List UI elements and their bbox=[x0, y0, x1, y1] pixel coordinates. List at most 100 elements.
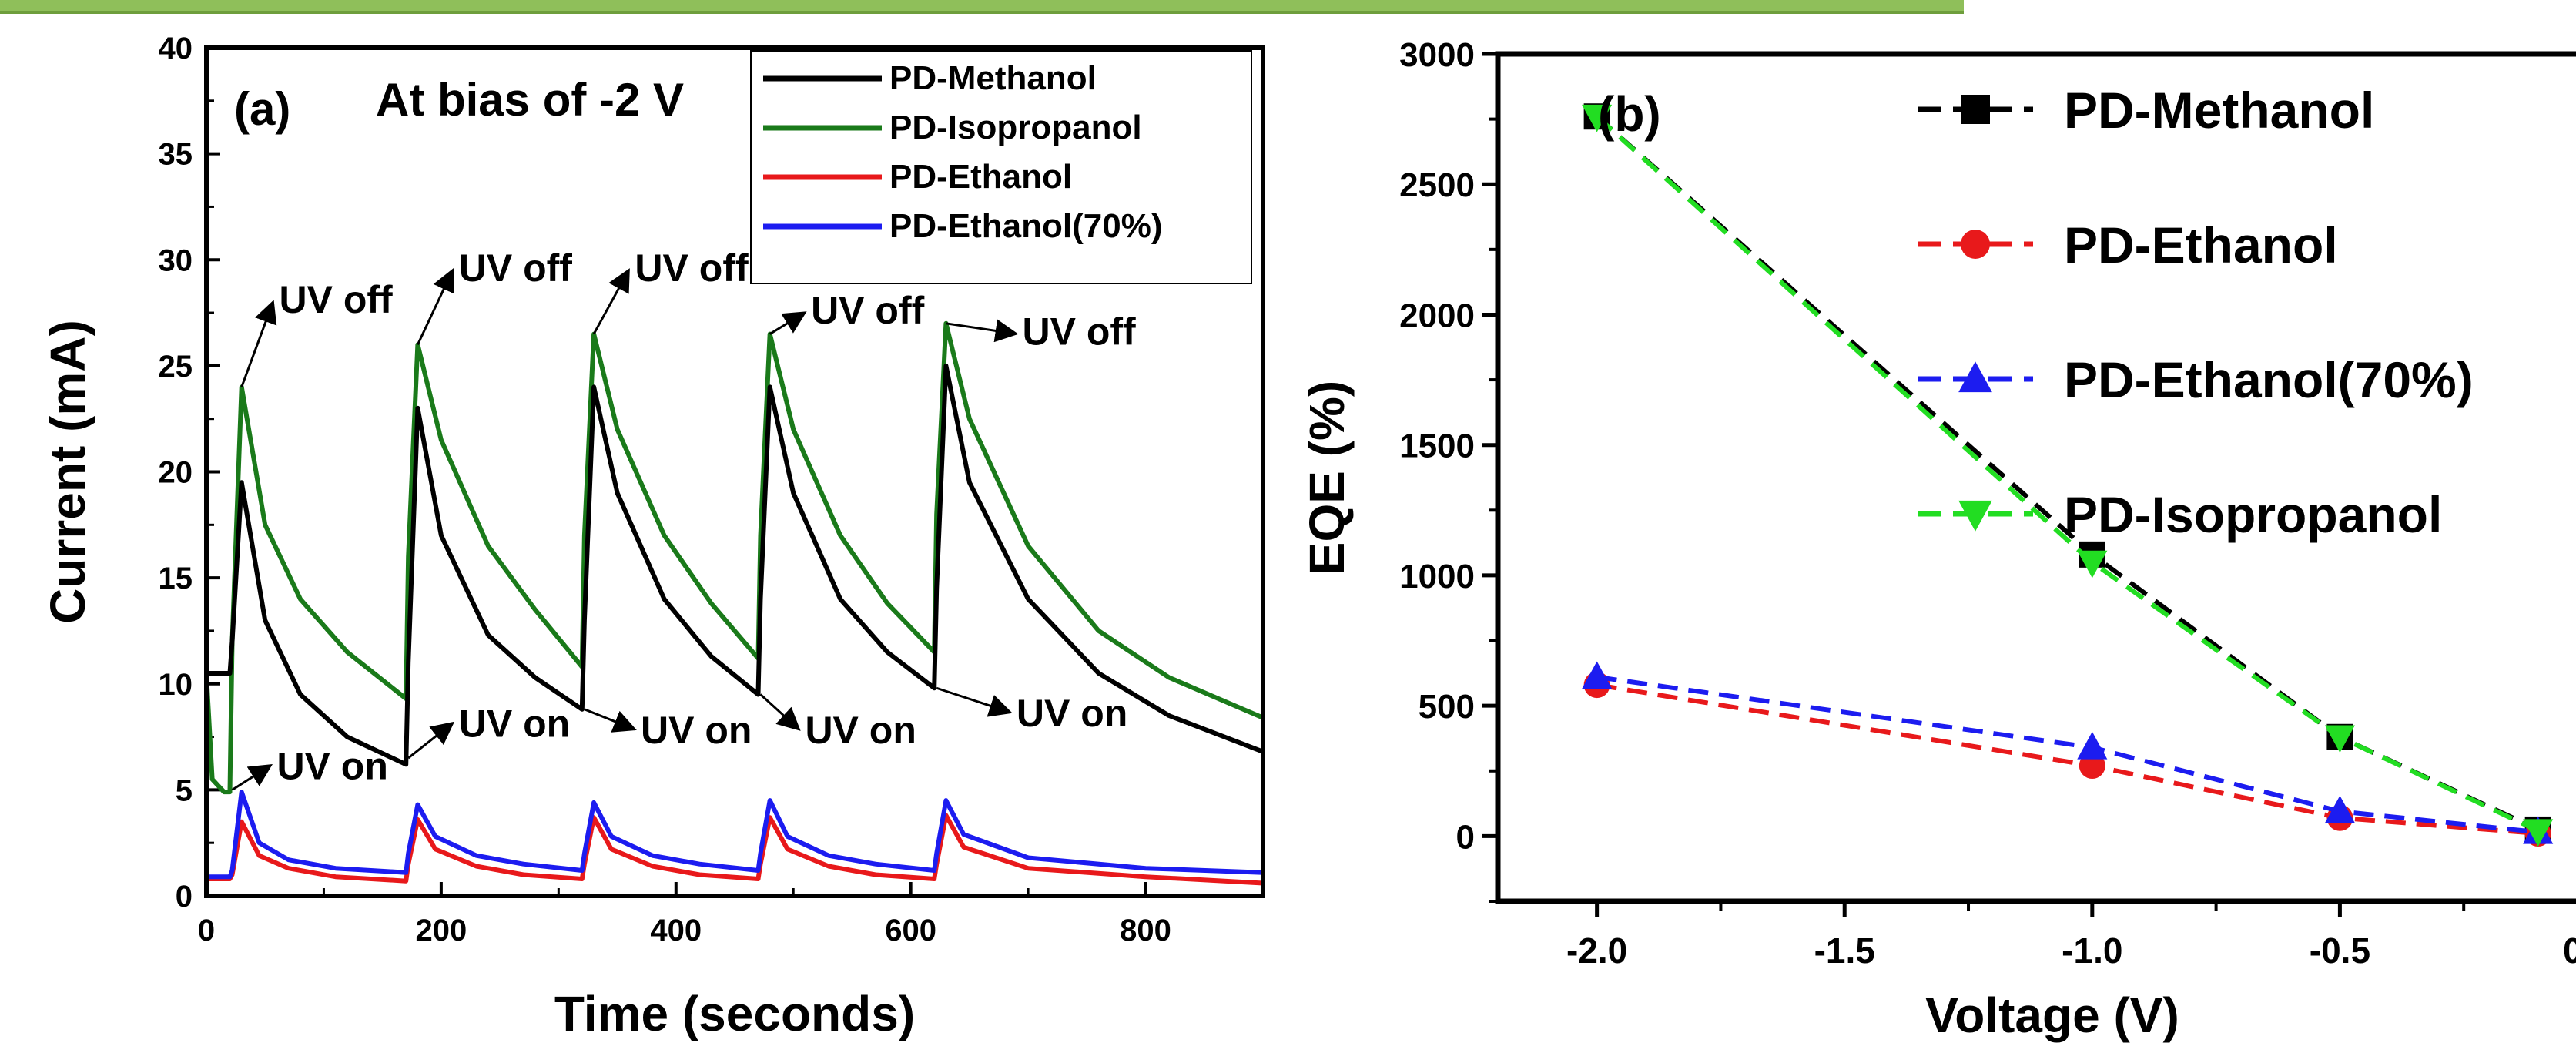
annotation-arrow bbox=[584, 708, 637, 733]
legend-label: PD-Ethanol(70%) bbox=[889, 207, 1162, 245]
data-point bbox=[2077, 550, 2108, 579]
uv-on-label: UV on bbox=[805, 709, 916, 752]
legend-label: PD-Isopropanol bbox=[889, 109, 1142, 146]
series-line bbox=[1596, 674, 2539, 835]
panel-b-y-tick-label: 1000 bbox=[1399, 558, 1475, 595]
panel-a-x-tick-label: 200 bbox=[416, 914, 467, 947]
panel-a-legend: PD-Methanol PD-Isopropanol PD-Ethanol PD-Et… bbox=[750, 50, 1252, 284]
panel-b-y-tick-label: 500 bbox=[1419, 688, 1475, 726]
legend-label: PD-Ethanol bbox=[889, 158, 1072, 196]
panel-b-label: (b) bbox=[1598, 86, 1661, 142]
chart-panel-b: -2.0 -1.5 -1.0 -0.5 0.0 0 500 1000 1500 2000 2500 3… bbox=[1299, 36, 2576, 1043]
series-line-pd-ethanol bbox=[206, 813, 1264, 886]
uv-off-label: UV off bbox=[459, 246, 573, 290]
series-pd-isopropanol bbox=[1582, 104, 2554, 847]
legend-label: PD-Methanol bbox=[889, 59, 1097, 97]
series-line bbox=[1595, 114, 2539, 832]
panel-a-series bbox=[204, 320, 1265, 886]
annotation-arrow bbox=[592, 268, 630, 335]
panel-b-series bbox=[1582, 103, 2554, 847]
panel-b-y-tick-label: 0 bbox=[1456, 818, 1475, 856]
panel-a-x-axis-title: Time (seconds) bbox=[554, 986, 915, 1041]
data-point bbox=[1958, 361, 1992, 393]
panel-a-y-tick-label: 30 bbox=[159, 243, 193, 277]
legend-entry: PD-Methanol bbox=[1918, 82, 2374, 139]
data-point bbox=[2077, 731, 2108, 760]
data-point bbox=[2324, 795, 2355, 823]
panel-b-x-axis-title: Voltage (V) bbox=[1925, 988, 2179, 1043]
data-point bbox=[2523, 819, 2554, 847]
panel-b-x-tick-label: 0.0 bbox=[2563, 931, 2576, 971]
data-point bbox=[1961, 230, 1990, 259]
panel-a-annotations: UV off UV off UV off UV off UV off UV on UV on… bbox=[231, 246, 1136, 791]
panel-a-y-axis-title: Current (mA) bbox=[40, 320, 95, 624]
panel-a-y-tick-label: 40 bbox=[159, 32, 193, 65]
series-pd-methanol bbox=[1583, 103, 2551, 843]
panel-a-y-tick-label: 20 bbox=[159, 456, 193, 490]
annotation-arrow bbox=[407, 721, 455, 760]
panel-a-y-tick-label: 10 bbox=[159, 668, 193, 702]
legend-label: PD-Ethanol bbox=[2064, 216, 2338, 273]
bias-annotation: At bias of -2 V bbox=[376, 74, 684, 126]
panel-b-y-tick-label: 3000 bbox=[1399, 36, 1475, 74]
top-banner bbox=[0, 0, 1964, 14]
data-point bbox=[1961, 95, 1990, 124]
panel-a-y-tick-label: 35 bbox=[159, 138, 193, 172]
panel-b-y-tick-label: 1500 bbox=[1399, 428, 1475, 465]
uv-on-label: UV on bbox=[641, 709, 752, 752]
legend-entry: PD-Ethanol(70%) bbox=[1918, 351, 2474, 408]
legend-box bbox=[750, 50, 1252, 284]
panel-b-x-tick-label: -2.0 bbox=[1566, 931, 1627, 971]
legend-entry: PD-Ethanol bbox=[1918, 216, 2338, 273]
uv-on-label: UV on bbox=[276, 745, 387, 788]
panel-a-frame bbox=[204, 45, 1265, 898]
data-point bbox=[1958, 500, 1992, 532]
panel-b-legend: PD-Methanol PD-Ethanol PD-Ethanol(70%) PD-I… bbox=[1918, 82, 2474, 543]
panel-a-ticks: 0 200 400 600 800 0 5 10 15 20 25 30 35 40 bbox=[159, 32, 1171, 947]
panel-b-y-tick-label: 2000 bbox=[1399, 297, 1475, 334]
annotation-arrow bbox=[769, 311, 807, 335]
data-point bbox=[2324, 725, 2355, 753]
panel-b-x-tick-label: -0.5 bbox=[2310, 931, 2370, 971]
panel-a-x-tick-label: 0 bbox=[198, 914, 215, 947]
panel-b-y-axis-title: EQE (%) bbox=[1299, 381, 1355, 575]
uv-off-label: UV off bbox=[280, 278, 394, 321]
annotation-arrow bbox=[759, 693, 801, 731]
series-line-pd-methanol bbox=[206, 363, 1265, 767]
panel-a-y-tick-label: 0 bbox=[176, 880, 193, 914]
series-line bbox=[1596, 682, 2538, 836]
panel-b-x-tick-label: -1.5 bbox=[1814, 931, 1875, 971]
panel-a-y-tick-label: 15 bbox=[159, 562, 193, 595]
panel-a-x-tick-label: 800 bbox=[1120, 914, 1171, 947]
panel-a-y-tick-label: 5 bbox=[176, 773, 193, 807]
series-pd-ethanol-70- bbox=[1582, 661, 2554, 844]
panel-b-y-tick-label: 2500 bbox=[1399, 166, 1475, 204]
legend-entry: PD-Isopropanol bbox=[1918, 486, 2442, 543]
legend-label: PD-Isopropanol bbox=[2064, 486, 2442, 543]
panel-a-label: (a) bbox=[234, 83, 290, 135]
legend-label: PD-Ethanol(70%) bbox=[2064, 351, 2474, 408]
data-point bbox=[1582, 661, 1613, 689]
panel-a-y-tick-label: 25 bbox=[159, 350, 193, 384]
uv-off-label: UV off bbox=[811, 289, 925, 332]
annotation-arrow bbox=[936, 686, 1013, 717]
series-line-pd-ethanol-70- bbox=[206, 790, 1264, 880]
data-point bbox=[1582, 104, 1613, 132]
uv-off-label: UV off bbox=[635, 246, 749, 290]
panel-b-ticks: -2.0 -1.5 -1.0 -0.5 0.0 0 500 1000 1500 2000 2500 3… bbox=[1399, 36, 2576, 971]
panel-b-x-tick-label: -1.0 bbox=[2062, 931, 2122, 971]
uv-on-label: UV on bbox=[1017, 692, 1127, 735]
annotation-arrow bbox=[946, 319, 1019, 343]
uv-off-label: UV off bbox=[1022, 310, 1136, 353]
uv-on-label: UV on bbox=[459, 703, 570, 746]
annotation-arrow bbox=[240, 300, 277, 387]
panel-a-x-tick-label: 600 bbox=[885, 914, 936, 947]
panel-b-frame bbox=[1495, 51, 2576, 904]
series-line bbox=[1595, 114, 2539, 833]
panel-a-x-tick-label: 400 bbox=[650, 914, 702, 947]
annotation-arrow bbox=[417, 268, 454, 345]
annotation-arrow bbox=[231, 764, 273, 791]
legend-label: PD-Methanol bbox=[2064, 82, 2374, 139]
